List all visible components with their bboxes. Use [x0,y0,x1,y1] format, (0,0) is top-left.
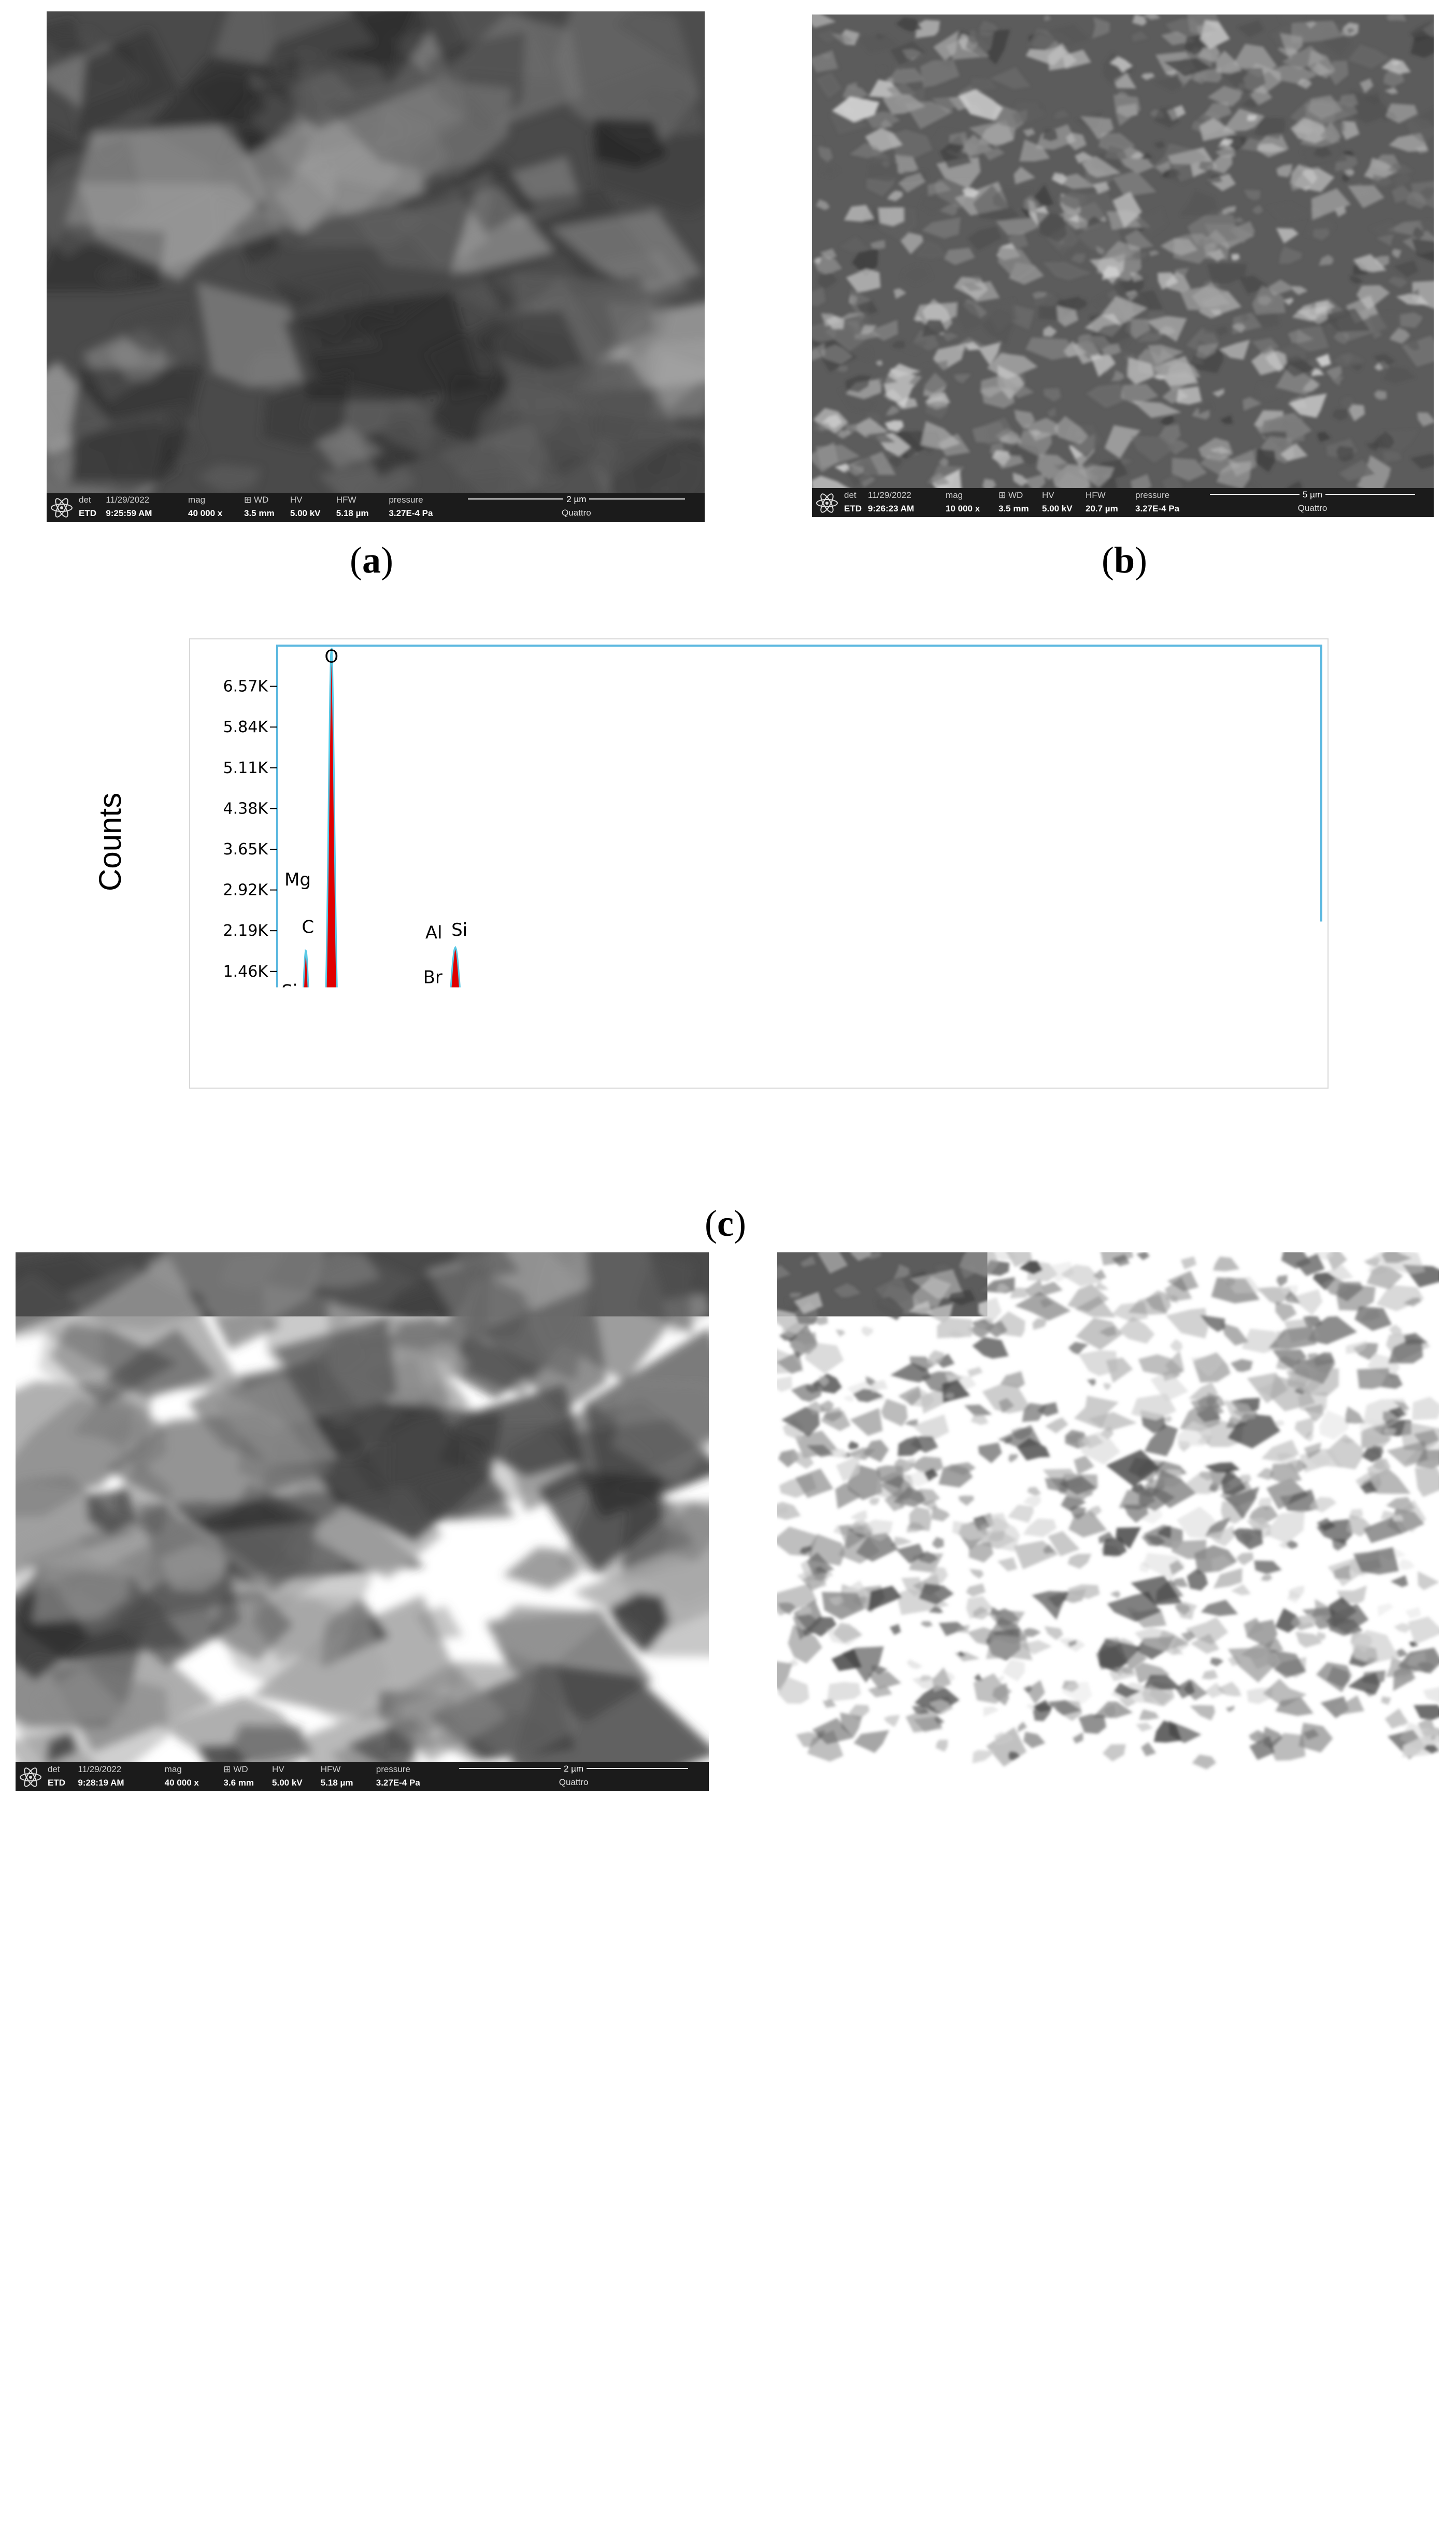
x-tick-label: 2.01 [555,2326,590,2344]
peak-label: Al [255,2281,273,2302]
peak-label: Br [484,2223,503,2244]
y-tick-label: 112 [209,2225,238,2243]
y-tick-label: 224 [209,2144,238,2162]
plot-frame [248,1901,1332,2315]
x-tick-label: 3.35 [773,2326,807,2344]
peak-label: Si [531,2181,547,2202]
x-tick-label: 4.69 [989,2326,1024,2344]
peak-label: Mg [260,2197,287,2218]
peak-label: Mg [429,2272,455,2292]
x-tick-label: 0.67 [339,2326,374,2344]
y-tick-label: 392 [209,2021,238,2039]
y-tick-label: 0 [229,2306,238,2324]
peak-label: Si [259,2241,275,2262]
x-tick-label: 0.00 [231,2326,265,2344]
spectrum-area [248,1907,1332,2315]
x-tick-label: 4.02 [881,2326,916,2344]
x-tick-label: 6.03 [1206,2326,1240,2344]
y-tick-label: 504 [209,1940,238,1958]
y-tick-label: 56 [219,2265,238,2283]
y-tick-label: 336 [209,2062,238,2080]
peak-label: O [326,1914,340,1934]
x-tick-label: 5.36 [1097,2326,1132,2344]
x-axis-title-f: Energy (Kev) [692,2404,873,2440]
x-tick-label: 1.34 [447,2326,482,2344]
peak-label: C [290,2182,303,2203]
peak-label: Al [488,2191,505,2212]
y-tick-label: 448 [209,1980,238,1998]
x-tick-label: 2.68 [664,2326,698,2344]
y-tick-label: 280 [209,2103,238,2121]
y-tick-label: 168 [209,2184,238,2202]
y-axis-title-f: Counts [123,2083,159,2181]
